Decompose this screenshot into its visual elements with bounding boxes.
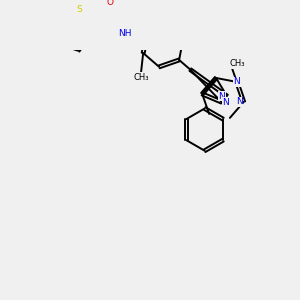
Text: N: N xyxy=(222,98,229,107)
Text: N: N xyxy=(236,98,243,106)
Text: N: N xyxy=(233,77,240,86)
Text: CH₃: CH₃ xyxy=(229,59,244,68)
Text: CH₃: CH₃ xyxy=(133,73,149,82)
Text: O: O xyxy=(107,0,114,7)
Text: NH: NH xyxy=(118,29,131,38)
Text: S: S xyxy=(76,5,82,14)
Text: N: N xyxy=(219,92,225,100)
